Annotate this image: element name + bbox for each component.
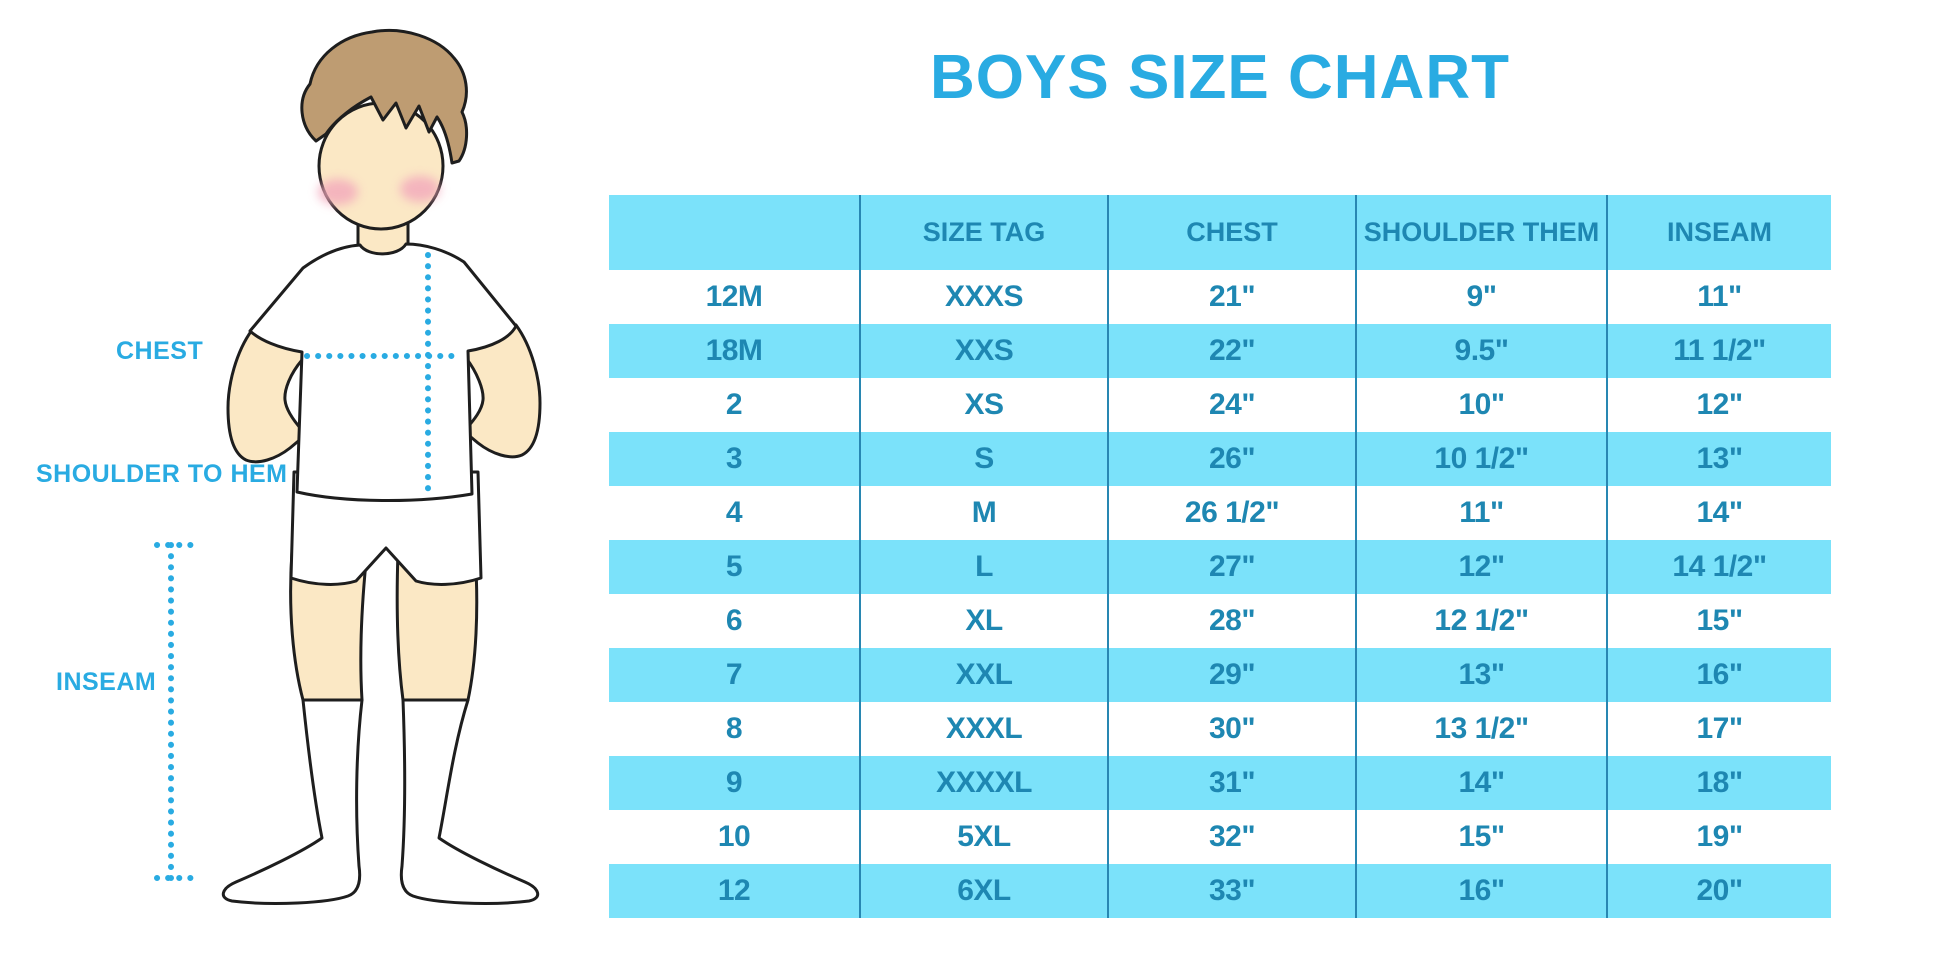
table-row: 2 XS 24" 10" 12" <box>609 378 1831 432</box>
blush-left <box>318 179 358 205</box>
table-cell: 27" <box>1107 540 1355 594</box>
label-shoulder-to-hem: SHOULDER TO HEM <box>36 460 288 488</box>
table-cell: 3 <box>725 442 743 475</box>
table-cell: 12 <box>717 874 751 907</box>
header-cell-size <box>609 195 859 270</box>
table-cell: 19" <box>1606 810 1831 864</box>
table-cell: 16" <box>1606 648 1831 702</box>
table-cell: 7 <box>725 658 743 691</box>
table-row: 7 XXL 29" 13" 16" <box>609 648 1831 702</box>
header-cell-shoulder-hem: SHOULDER THEM <box>1355 195 1606 270</box>
table-cell: 20" <box>1606 864 1831 918</box>
table-row: 10 5XL 32" 15" 19" <box>609 810 1831 864</box>
table-header-row: SIZE TAG CHEST SHOULDER THEM INSEAM <box>609 195 1831 270</box>
table-cell: 2 <box>725 388 743 421</box>
table-cell: XXXL <box>859 702 1107 756</box>
table-cell: 13" <box>1606 432 1831 486</box>
table-cell: XS <box>859 378 1107 432</box>
table-cell: 15" <box>1355 810 1606 864</box>
table-cell: 11" <box>1606 270 1831 324</box>
table-cell: XXS <box>859 324 1107 378</box>
table-cell: 33" <box>1107 864 1355 918</box>
table-cell: 16" <box>1355 864 1606 918</box>
table-cell: 9 <box>725 766 743 799</box>
table-cell: 30" <box>1107 702 1355 756</box>
table-cell: 12 1/2" <box>1355 594 1606 648</box>
table-cell: 18M <box>705 334 763 367</box>
table-cell: 21" <box>1107 270 1355 324</box>
header-cell-chest: CHEST <box>1107 195 1355 270</box>
header-cell-inseam: INSEAM <box>1606 195 1831 270</box>
table-row: 8 XXXL 30" 13 1/2" 17" <box>609 702 1831 756</box>
boy-illustration <box>154 28 542 905</box>
table-cell: 10 1/2" <box>1355 432 1606 486</box>
table-cell: 11 1/2" <box>1606 324 1831 378</box>
table-row: 4 M 26 1/2" 11" 14" <box>609 486 1831 540</box>
table-cell: XXXXL <box>859 756 1107 810</box>
table-cell: 9.5" <box>1355 324 1606 378</box>
table-cell: 12" <box>1606 378 1831 432</box>
table-cell: S <box>859 432 1107 486</box>
table-cell: XL <box>859 594 1107 648</box>
table-cell: 11" <box>1355 486 1606 540</box>
table-cell: 10 <box>717 820 751 853</box>
table-cell: 6XL <box>859 864 1107 918</box>
table-cell: 13 1/2" <box>1355 702 1606 756</box>
arm-left-notch <box>283 358 304 432</box>
table-cell: 8 <box>725 712 743 745</box>
table-cell: 32" <box>1107 810 1355 864</box>
table-row: 5 L 27" 12" 14 1/2" <box>609 540 1831 594</box>
table-cell: 22" <box>1107 324 1355 378</box>
table-row: 3 S 26" 10 1/2" 13" <box>609 432 1831 486</box>
hair <box>300 28 468 165</box>
table-body: 12M XXXS 21" 9" 11" 18M XXS 22" 9.5" 11 1/2" 2 XS 24… <box>609 270 1831 918</box>
table-cell: 12" <box>1355 540 1606 594</box>
table-cell: 26 1/2" <box>1107 486 1355 540</box>
t-shirt <box>248 242 518 502</box>
table-cell: 13" <box>1355 648 1606 702</box>
table-cell: 4 <box>725 496 743 529</box>
table-cell: 17" <box>1606 702 1831 756</box>
table-cell: 14" <box>1606 486 1831 540</box>
table-cell: 14" <box>1355 756 1606 810</box>
table-cell: XXL <box>859 648 1107 702</box>
table-row: 12M XXXS 21" 9" 11" <box>609 270 1831 324</box>
table-cell: 6 <box>725 604 743 637</box>
sock-left <box>221 698 364 905</box>
table-cell: M <box>859 486 1107 540</box>
table-cell: 28" <box>1107 594 1355 648</box>
table-cell: L <box>859 540 1107 594</box>
table-cell: 14 1/2" <box>1606 540 1831 594</box>
table-cell: 12M <box>705 280 763 313</box>
table-cell: 24" <box>1107 378 1355 432</box>
label-chest: CHEST <box>116 337 204 365</box>
table-row: 9 XXXXL 31" 14" 18" <box>609 756 1831 810</box>
header-cell-size-tag: SIZE TAG <box>859 195 1107 270</box>
table-cell: 31" <box>1107 756 1355 810</box>
table-cell: 5XL <box>859 810 1107 864</box>
page-title: BOYS SIZE CHART <box>930 43 1510 112</box>
table-cell: XXXS <box>859 270 1107 324</box>
table-cell: 18" <box>1606 756 1831 810</box>
table-cell: 26" <box>1107 432 1355 486</box>
label-inseam: INSEAM <box>56 668 157 696</box>
table-cell: 5 <box>725 550 743 583</box>
size-chart-table: SIZE TAG CHEST SHOULDER THEM INSEAM 12M X… <box>609 195 1831 918</box>
table-row: 12 6XL 33" 16" 20" <box>609 864 1831 918</box>
blush-right <box>400 176 440 202</box>
table-cell: 9" <box>1355 270 1606 324</box>
table-cell: 29" <box>1107 648 1355 702</box>
table-row: 6 XL 28" 12 1/2" 15" <box>609 594 1831 648</box>
table-cell: 15" <box>1606 594 1831 648</box>
sock-right <box>399 698 540 905</box>
table-row: 18M XXS 22" 9.5" 11 1/2" <box>609 324 1831 378</box>
table-cell: 10" <box>1355 378 1606 432</box>
